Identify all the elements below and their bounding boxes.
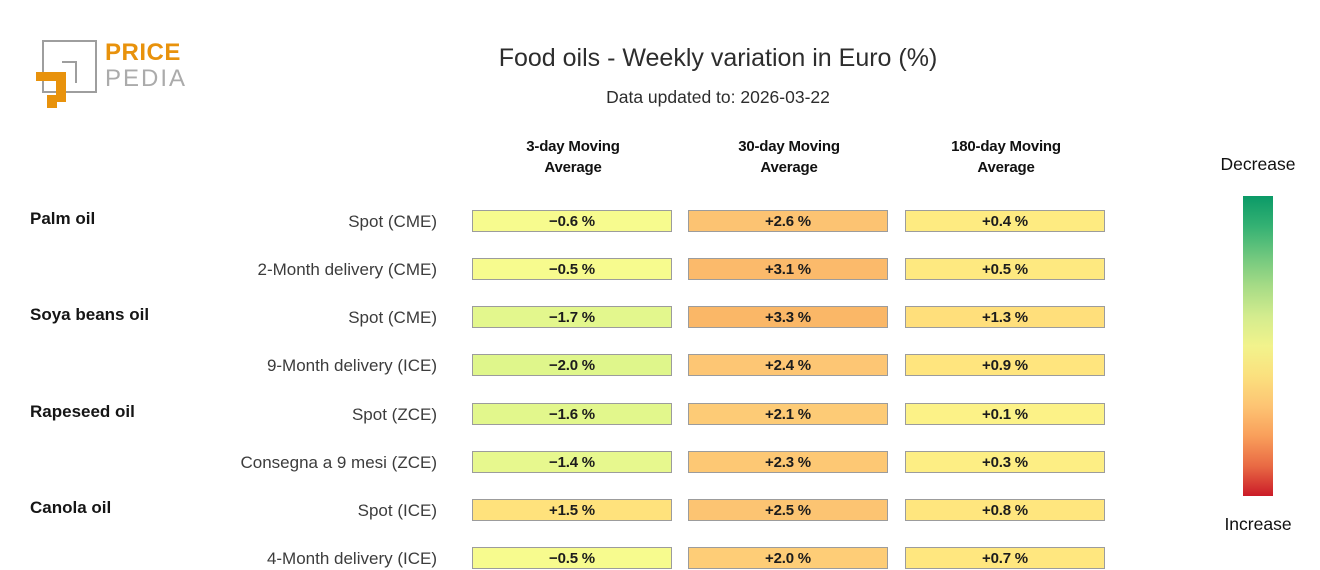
logo-wordmark: PRICE PEDIA xyxy=(105,40,187,92)
logo-outer-square-icon xyxy=(42,40,97,93)
row-label: Spot (ZCE) xyxy=(351,405,437,424)
row-label: 4-Month delivery (ICE) xyxy=(266,549,437,568)
pricepedia-logo: PRICE PEDIA xyxy=(36,38,236,118)
legend-gradient-bar xyxy=(1243,196,1273,496)
heatmap-cell: +2.0 % xyxy=(688,547,888,569)
column-header-180day: 180-day Moving Average xyxy=(951,138,1061,176)
heatmap-cell: +2.4 % xyxy=(688,354,888,376)
heatmap-cell: −0.6 % xyxy=(472,210,672,232)
heatmap-cell: −1.7 % xyxy=(472,306,672,328)
column-header-30day: 30-day Moving Average xyxy=(738,138,840,176)
column-header-3day: 3-day Moving Average xyxy=(526,138,620,176)
row-label: Spot (CME) xyxy=(348,212,437,231)
logo-inner-bracket-icon xyxy=(62,61,77,83)
heatmap-cell: +2.5 % xyxy=(688,499,888,521)
row-label: Spot (CME) xyxy=(348,308,437,327)
heatmap-cell: −2.0 % xyxy=(472,354,672,376)
chart-subtitle: Data updated to: 2026-03-22 xyxy=(606,87,830,107)
heatmap-cell: −0.5 % xyxy=(472,258,672,280)
heatmap-cell: +1.5 % xyxy=(472,499,672,521)
heatmap-cell: +0.4 % xyxy=(905,210,1105,232)
row-label: 2-Month delivery (CME) xyxy=(257,260,438,279)
group-label: Palm oil xyxy=(30,209,96,228)
row-label: 9-Month delivery (ICE) xyxy=(266,356,437,375)
group-label: Canola oil xyxy=(30,498,112,517)
logo-word-pedia: PEDIA xyxy=(105,65,188,92)
heatmap-cell: −1.4 % xyxy=(472,451,672,473)
logo-orange-bracket-icon xyxy=(56,72,66,102)
logo-orange-foot-icon xyxy=(47,95,57,108)
heatmap-cell: +0.9 % xyxy=(905,354,1105,376)
heatmap-cell: +0.3 % xyxy=(905,451,1105,473)
row-label: Spot (ICE) xyxy=(357,501,437,520)
heatmap-cell: +2.1 % xyxy=(688,403,888,425)
heatmap-cell: −0.5 % xyxy=(472,547,672,569)
heatmap-cell: +0.7 % xyxy=(905,547,1105,569)
group-label: Rapeseed oil xyxy=(30,402,135,421)
group-label: Soya beans oil xyxy=(30,305,150,324)
logo-word-price: PRICE xyxy=(105,39,181,66)
logo-orange-bracket-icon xyxy=(36,72,66,81)
heatmap-cell: +3.3 % xyxy=(688,306,888,328)
heatmap-cell: +0.1 % xyxy=(905,403,1105,425)
heatmap-cell: +0.5 % xyxy=(905,258,1105,280)
chart-title: Food oils - Weekly variation in Euro (%) xyxy=(498,44,938,72)
heatmap-cell: +1.3 % xyxy=(905,306,1105,328)
heatmap-cell: +2.6 % xyxy=(688,210,888,232)
heatmap-cell: +2.3 % xyxy=(688,451,888,473)
heatmap-cell: +3.1 % xyxy=(688,258,888,280)
heatmap-cell: −1.6 % xyxy=(472,403,672,425)
heatmap-cell: +0.8 % xyxy=(905,499,1105,521)
legend-decrease-label: Decrease xyxy=(1220,154,1296,174)
row-label: Consegna a 9 mesi (ZCE) xyxy=(240,453,437,472)
legend-increase-label: Increase xyxy=(1224,514,1292,534)
